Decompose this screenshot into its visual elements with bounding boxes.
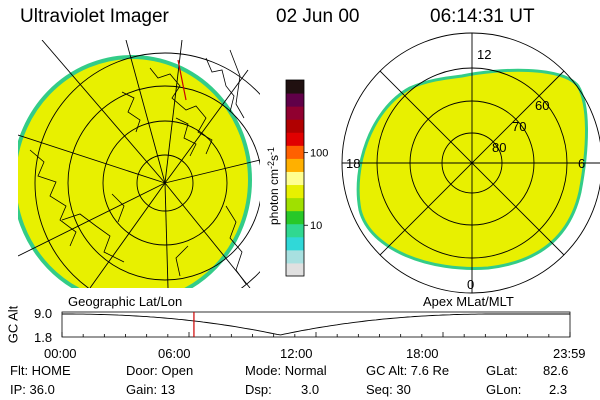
auroral-oval-right — [356, 68, 588, 270]
time-label: 06:14:31 UT — [430, 6, 535, 27]
latitude-circle — [102, 120, 228, 246]
mode-info: Mode: Normal — [245, 363, 327, 378]
colorbar-cell — [286, 236, 304, 251]
gc-alt-info: GC Alt: 7.6 Re — [366, 363, 450, 378]
colorbar-cell — [286, 223, 304, 238]
dsp-value: 3.0 — [301, 382, 320, 397]
timeline-xtick: 06:00 — [158, 346, 191, 361]
latitude-circle — [67, 85, 260, 281]
colorbar-tick-label: 10 — [310, 220, 322, 232]
door-info: Door: Open — [126, 363, 194, 378]
mlt-label-0: 0 — [467, 277, 475, 292]
glon-label: GLon: — [486, 382, 522, 397]
colorbar-cell — [286, 262, 304, 277]
colorbar-cell — [286, 145, 304, 159]
mlat-circle-60 — [376, 67, 568, 259]
colorbar-cell — [286, 171, 304, 186]
colorbar-cell — [286, 93, 304, 107]
colorbar-cell — [286, 119, 304, 133]
colorbar-cell — [286, 132, 304, 146]
timeline-xtick: 18:00 — [406, 346, 439, 361]
meridian-line — [125, 40, 166, 184]
flight-info: Flt: HOME — [10, 363, 71, 378]
colorbar-cell — [286, 184, 304, 199]
latitude-circle — [34, 52, 260, 288]
meridian-line — [18, 182, 166, 257]
timeline-xtick: 00:00 — [44, 346, 77, 361]
timeline-xtick: 12:00 — [280, 346, 313, 361]
mlt-label-18: 18 — [346, 156, 361, 171]
timeline-xtick: 23:59 — [553, 346, 586, 361]
mlt-label-12: 12 — [477, 47, 492, 62]
colorbar-cell — [286, 210, 304, 225]
colorbar-cell — [286, 249, 304, 264]
altitude-curve — [62, 313, 570, 336]
mlat-label-60: 60 — [535, 98, 550, 113]
ip-info: IP: 36.0 — [10, 382, 55, 397]
meridian-line — [41, 40, 166, 184]
mlat-circle-outer — [341, 32, 600, 294]
colorbar-unit-label: photon cm-2s-1 — [266, 147, 281, 225]
app-title: Ultraviolet Imager — [20, 6, 169, 27]
colorbar-cell — [286, 106, 304, 120]
mlt-label-6: 6 — [578, 156, 586, 171]
mlat-label-80: 80 — [492, 140, 507, 155]
colorbar-tick-label: 100 — [310, 148, 328, 160]
meridian-line — [18, 134, 166, 184]
colorbar-cell — [286, 158, 304, 172]
glon-value: 2.3 — [549, 382, 568, 397]
colorbar-cell — [286, 80, 304, 94]
meridian-line — [164, 182, 169, 288]
meridian-line — [164, 182, 251, 288]
date-label: 02 Jun 00 — [276, 6, 360, 27]
terminator-line — [177, 59, 187, 101]
right-map-label: Apex MLat/MLT — [423, 294, 514, 309]
meridian-line — [164, 40, 183, 184]
meridian-line — [164, 69, 249, 184]
dsp-label: Dsp: — [245, 382, 272, 397]
timeline-ytick-top: 9.0 — [34, 306, 53, 321]
colorbar-cell — [286, 197, 304, 212]
auroral-oval-left — [18, 55, 252, 288]
coastlines — [29, 49, 247, 285]
meridian-line — [164, 159, 260, 184]
meridian-line — [89, 182, 166, 288]
glat-value: 82.6 — [543, 363, 569, 378]
mlat-label-70: 70 — [512, 119, 527, 134]
glat-label: GLat: — [486, 363, 518, 378]
gain-info: Gain: 13 — [126, 382, 176, 397]
latitude-circle — [136, 154, 194, 212]
seq-info: Seq: 30 — [366, 382, 411, 397]
left-map-label: Geographic Lat/Lon — [68, 294, 183, 309]
timeline-ytick-bottom: 1.8 — [34, 330, 53, 345]
timeline-axis-label: GC Alt — [5, 305, 21, 344]
